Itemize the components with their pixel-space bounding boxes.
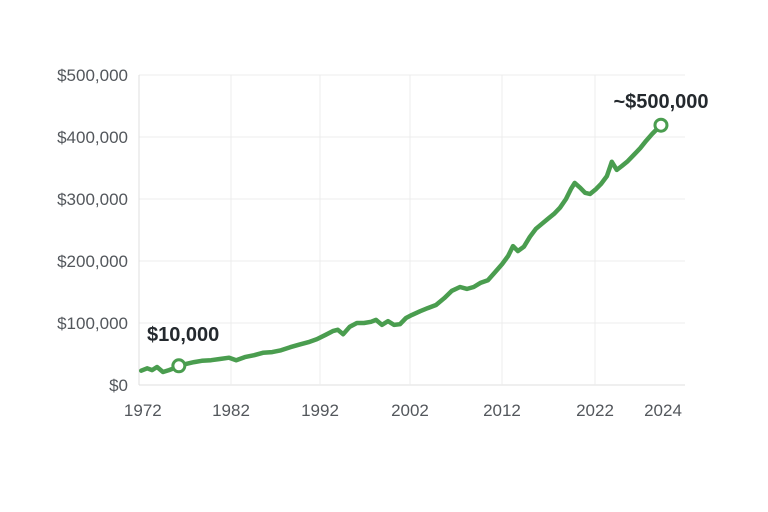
y-tick-label: $400,000 (57, 128, 128, 147)
y-tick-label: $500,000 (57, 66, 128, 85)
y-tick-label: $300,000 (57, 190, 128, 209)
start-value-label: $10,000 (147, 324, 219, 346)
growth-line (138, 122, 664, 375)
x-tick-label: 1982 (212, 401, 250, 420)
y-tick-label: $100,000 (57, 314, 128, 333)
y-tick-label: $0 (109, 376, 128, 395)
start-point-marker (171, 358, 187, 374)
x-tick-label: 2012 (483, 401, 521, 420)
x-tick-label: 2002 (391, 401, 429, 420)
x-tick-label: 1972 (124, 401, 162, 420)
end-value-label: ~$500,000 (613, 91, 708, 113)
y-tick-label: $200,000 (57, 252, 128, 271)
x-tick-label: 2022 (576, 401, 614, 420)
x-tick-label: 2024 (644, 401, 682, 420)
end-point-marker (653, 117, 669, 133)
x-tick-label: 1992 (301, 401, 339, 420)
